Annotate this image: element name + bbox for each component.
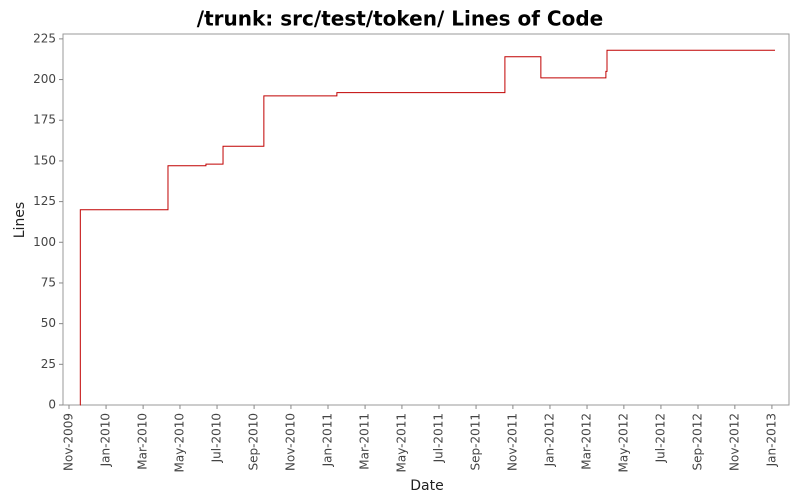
x-tick-label: May-2012 [616,413,630,472]
y-tick-label: 225 [33,31,56,45]
x-tick-label: Sep-2012 [691,413,705,471]
y-tick-label: 75 [41,275,56,289]
x-tick-label: Jan-2013 [764,413,778,467]
y-axis-label: Lines [12,202,28,238]
x-tick-label: Sep-2010 [247,413,261,471]
y-tick-label: 25 [41,357,56,371]
y-tick-label: 50 [41,316,56,330]
y-tick-label: 200 [33,72,56,86]
x-tick-label: Jan-2010 [99,413,113,467]
x-tick-label: Nov-2011 [505,413,519,471]
x-tick-label: Mar-2012 [580,413,594,470]
x-tick-label: May-2010 [172,413,186,472]
x-tick-label: Mar-2010 [136,413,150,470]
x-axis-label: Date [410,478,443,494]
x-tick-label: Jul-2011 [431,413,445,463]
x-tick-label: Nov-2012 [727,413,741,471]
x-tick-label: Jul-2012 [653,413,667,463]
plot-area [62,33,790,406]
x-tick-label: Jan-2011 [321,413,335,467]
chart-title: /trunk: src/test/token/ Lines of Code [197,7,603,31]
x-tick-label: May-2011 [394,413,408,472]
y-tick-label: 100 [33,235,56,249]
y-tick-label: 125 [33,194,56,208]
data-line [79,49,776,406]
x-tick-label: Nov-2009 [61,413,75,471]
x-tick-label: Jan-2012 [542,413,556,467]
x-tick-label: Nov-2010 [283,413,297,471]
x-tick-label: Sep-2011 [469,413,483,471]
x-tick-label: Mar-2011 [358,413,372,470]
y-tick-label: 0 [48,398,56,412]
y-tick-label: 150 [33,153,56,167]
y-tick-label: 175 [33,113,56,127]
x-tick-label: Jul-2010 [210,413,224,463]
